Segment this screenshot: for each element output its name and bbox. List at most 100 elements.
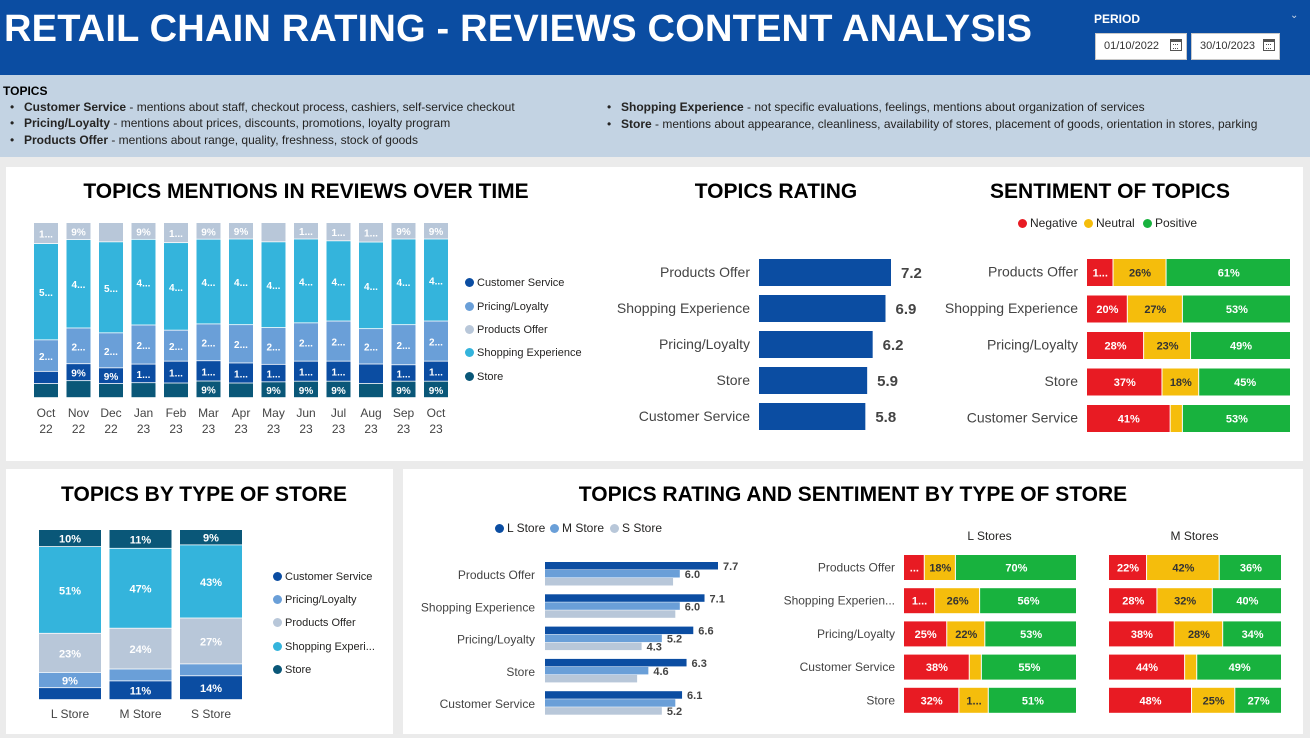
data-label: 9% — [234, 227, 249, 238]
legend-dot-icon — [465, 325, 474, 334]
data-label: 22% — [1117, 563, 1139, 575]
data-label: 4.6 — [653, 666, 668, 678]
x-tick-label: Oct — [427, 406, 446, 420]
bar-segment-positive — [1166, 259, 1290, 286]
legend-l-store[interactable]: L Store — [495, 521, 545, 535]
data-label: 9% — [429, 386, 444, 397]
date-from-input[interactable]: 01/10/2022 — [1095, 33, 1187, 60]
y-tick-label: Customer Service — [440, 697, 536, 711]
data-label: 38% — [1131, 629, 1153, 641]
legend-store[interactable]: Store — [465, 371, 503, 383]
bar-segment-shopping-experience — [39, 547, 101, 633]
rating-bar-s-store — [545, 642, 642, 651]
topic-text: - not specific evaluations, feelings, me… — [743, 100, 1145, 114]
topic-desc-products-offer: • Products Offer - mentions about range, … — [10, 133, 418, 147]
bar-segment-negative — [904, 621, 947, 647]
bar-segment-store — [39, 530, 101, 547]
bar-segment-positive — [988, 687, 1076, 713]
bar-segment-positive — [1197, 654, 1281, 680]
rating-bar-m-store — [545, 699, 676, 707]
legend-neutral[interactable]: Neutral — [1084, 216, 1135, 230]
legend-shopping-experience[interactable]: Shopping Experience — [465, 347, 582, 359]
bar-segment-products-offer — [34, 223, 58, 244]
bar-segment-shopping-experience — [99, 242, 123, 333]
data-label: 9% — [396, 386, 411, 397]
legend-customer-service[interactable]: Customer Service — [273, 571, 372, 583]
bar-segment-positive — [1235, 687, 1281, 713]
bar-segment-store — [229, 383, 253, 398]
data-label: 53% — [1020, 629, 1042, 641]
bar-segment-pricing-loyalty — [66, 328, 91, 364]
data-label: 1... — [1093, 268, 1108, 280]
x-tick-label: Dec — [100, 406, 121, 420]
legend-s-store[interactable]: S Store — [610, 521, 662, 535]
legend-pricing-loyalty[interactable]: Pricing/Loyalty — [273, 594, 357, 606]
data-label: 1... — [299, 368, 313, 379]
y-tick-label: Customer Service — [800, 660, 896, 674]
bar-segment-neutral — [1162, 368, 1199, 396]
rating-bar-m-store — [545, 602, 680, 610]
rating-by-store-type-chart: Products Offer 7.7 6.0 Shopping Experience 7… — [421, 561, 738, 718]
bar-segment-positive — [985, 621, 1076, 647]
data-label: 4... — [234, 278, 248, 289]
bar-segment-customer-service — [66, 364, 91, 381]
l-stores-sentiment-chart: Products Offer... 18% 70% Shopping Experien… — [784, 555, 1076, 713]
calendar-icon[interactable] — [1263, 39, 1275, 51]
topic-desc-customer-service: • Customer Service - mentions about staff… — [10, 100, 515, 114]
bar-segment-pricing-loyalty — [39, 672, 101, 688]
data-label: 25% — [915, 629, 937, 641]
data-label: 6.1 — [687, 690, 702, 702]
data-label: 4... — [429, 276, 443, 287]
data-label: 2... — [364, 343, 378, 354]
x-tick-label: 23 — [234, 422, 248, 436]
legend-negative[interactable]: Negative — [1018, 216, 1077, 230]
data-label: 28% — [1122, 596, 1144, 608]
rating-bar-s-store — [545, 707, 662, 715]
legend-dot-icon — [273, 618, 282, 627]
x-tick-label: 23 — [137, 422, 151, 436]
bar-segment-neutral — [1174, 621, 1223, 647]
legend-label: Shopping Experi... — [285, 641, 375, 653]
bar-segment-store — [326, 381, 351, 398]
bar-segment-pricing-loyalty — [131, 325, 156, 364]
bar-segment-products-offer — [99, 223, 123, 242]
legend-store[interactable]: Store — [273, 664, 311, 676]
legend-m-store[interactable]: M Store — [550, 521, 604, 535]
x-tick-label: Aug — [360, 406, 381, 420]
rating-bar — [759, 331, 873, 358]
bar-segment-products-offer — [294, 223, 318, 239]
bar-segment-store — [294, 381, 318, 398]
legend-products-offer[interactable]: Products Offer — [273, 617, 356, 629]
topic-text: - mentions about prices, discounts, prom… — [110, 116, 451, 130]
data-label: 2... — [104, 347, 118, 358]
bar-segment-shopping-experience — [261, 242, 286, 328]
legend-shopping-experience[interactable]: Shopping Experi... — [273, 641, 375, 653]
bar-segment-store — [424, 381, 448, 398]
data-label: 26% — [947, 596, 969, 608]
data-label: 41% — [1118, 414, 1140, 426]
data-label: 9% — [201, 386, 216, 397]
data-label: 5.8 — [875, 409, 896, 426]
chevron-down-icon[interactable]: ⌄ — [1290, 10, 1299, 21]
legend-products-offer[interactable]: Products Offer — [465, 324, 548, 336]
top-panel: TOPICS MENTIONS IN REVIEWS OVER TIME TOP… — [6, 167, 1303, 461]
topics-sentiment-chart: Products Offer 1... 26% 61% Shopping Experie… — [945, 259, 1290, 432]
bar-segment-store — [180, 530, 242, 545]
data-label: 1... — [169, 368, 183, 379]
date-to-input[interactable]: 30/10/2023 — [1191, 33, 1280, 60]
legend-positive[interactable]: Positive — [1143, 216, 1197, 230]
legend-pricing-loyalty[interactable]: Pricing/Loyalty — [465, 301, 549, 313]
data-label: 2... — [72, 342, 86, 353]
data-label: 9% — [396, 227, 411, 238]
bar-segment-pricing-loyalty — [99, 333, 123, 368]
data-label: 38% — [926, 662, 948, 674]
bar-segment-store — [109, 530, 172, 548]
data-label: 2... — [202, 339, 216, 350]
data-label: 28% — [1188, 629, 1210, 641]
legend-customer-service[interactable]: Customer Service — [465, 277, 564, 289]
bar-segment-negative — [904, 654, 969, 680]
calendar-icon[interactable] — [1170, 39, 1182, 51]
legend-label: Neutral — [1096, 216, 1135, 230]
x-tick-label: Nov — [68, 406, 89, 420]
legend-dot-icon — [465, 372, 474, 381]
